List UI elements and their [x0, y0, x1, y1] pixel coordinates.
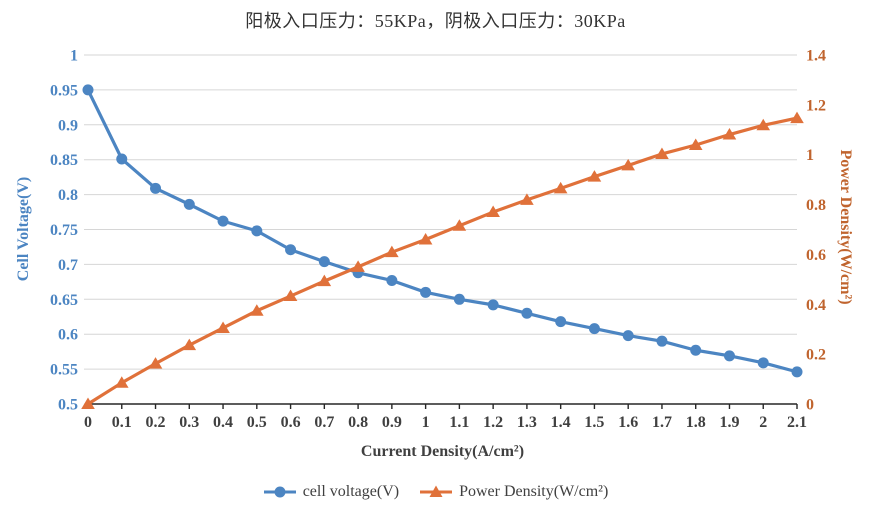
legend-item-cell-voltage: cell voltage(V) — [263, 483, 399, 501]
x-tick-label: 2.1 — [787, 414, 807, 431]
x-tick-label: 0.5 — [247, 414, 267, 431]
right-y-tick-label: 1 — [806, 147, 814, 164]
power-point-marker — [317, 274, 332, 287]
voltage-point-marker — [285, 244, 297, 256]
right-y-tick-label: 1.4 — [806, 48, 826, 65]
left-y-tick-label: 0.65 — [50, 292, 78, 309]
power-point-marker — [81, 397, 95, 409]
legend-label-power-density: Power Density(W/cm²) — [459, 483, 609, 500]
legend: cell voltage(V) Power Density(W/cm²) — [0, 480, 871, 504]
x-tick-label: 0.9 — [382, 414, 402, 431]
right-y-tick-label: 0 — [806, 397, 814, 414]
power-point-marker — [756, 118, 771, 131]
voltage-point-marker — [82, 84, 94, 96]
voltage-point-marker — [622, 330, 634, 342]
voltage-point-marker — [318, 256, 330, 268]
x-tick-label: 0.1 — [112, 414, 132, 431]
x-tick-label: 0.4 — [213, 414, 233, 431]
cell-voltage-marker-icon — [263, 486, 296, 498]
x-tick-label: 0 — [84, 414, 92, 431]
power-point-marker — [621, 158, 635, 171]
x-tick-label: 1.9 — [719, 414, 739, 431]
power-point-marker — [790, 111, 804, 124]
power-point-marker — [250, 304, 264, 316]
x-tick-label: 1.2 — [483, 414, 503, 431]
power-point-marker — [283, 289, 298, 302]
left-y-tick-label: 0.6 — [58, 327, 78, 344]
power-point-marker — [216, 321, 230, 333]
voltage-point-marker — [116, 153, 128, 165]
left-axis-title: Cell Voltage(V) — [15, 176, 32, 282]
voltage-point-marker — [555, 316, 567, 328]
power-point-marker — [722, 128, 737, 140]
voltage-point-marker — [453, 293, 465, 305]
x-tick-label: 1.1 — [449, 414, 469, 431]
voltage-point-marker — [521, 307, 533, 319]
chart-title: 阳极入口压力：55KPa，阴极入口压力：30KPa — [245, 11, 626, 31]
x-tick-label: 0.7 — [314, 414, 334, 431]
power-point-marker — [351, 260, 365, 272]
x-tick-label: 1.7 — [652, 414, 672, 431]
x-tick-label: 0.3 — [179, 414, 199, 431]
x-tick-label: 1 — [422, 414, 430, 431]
bottom-axis-title: Current Density(A/cm²) — [360, 443, 525, 460]
right-y-tick-label: 0.2 — [806, 347, 826, 364]
power-point-marker — [385, 245, 399, 258]
voltage-point-marker — [487, 299, 499, 311]
voltage-point-marker — [183, 198, 195, 210]
x-tick-label: 1.6 — [618, 414, 638, 431]
power-point-marker — [587, 170, 602, 182]
voltage-point-marker — [757, 357, 769, 369]
power-point-marker — [553, 181, 568, 194]
voltage-point-marker — [690, 344, 702, 356]
power-point-marker — [148, 357, 163, 369]
x-tick-label: 0.2 — [146, 414, 166, 431]
power-point-marker — [182, 338, 197, 351]
voltage-point-marker — [656, 335, 668, 347]
legend-item-power-density: Power Density(W/cm²) — [419, 483, 608, 501]
voltage-point-marker — [386, 274, 398, 286]
series-line-power — [87, 116, 798, 406]
voltage-point-marker — [723, 350, 735, 362]
voltage-point-marker — [420, 286, 432, 298]
left-y-tick-label: 0.7 — [58, 257, 78, 274]
right-y-tick-label: 1.2 — [806, 97, 826, 114]
voltage-point-marker — [251, 225, 263, 237]
power-point-marker — [418, 232, 433, 245]
x-tick-label: 1.4 — [551, 414, 571, 431]
right-axis-title: Power Density(W/cm²) — [837, 149, 854, 305]
legend-label-cell-voltage: cell voltage(V) — [302, 483, 400, 500]
power-density-marker-icon — [420, 485, 453, 497]
left-y-tick-label: 0.95 — [50, 82, 78, 99]
x-tick-label: 2 — [759, 414, 767, 431]
left-y-tick-label: 0.55 — [50, 362, 78, 379]
x-tick-label: 0.8 — [348, 414, 368, 431]
series-line-voltage — [86, 89, 798, 374]
right-y-tick-label: 0.8 — [806, 197, 826, 214]
left-y-tick-label: 0.5 — [58, 397, 78, 414]
x-tick-label: 1.3 — [517, 414, 537, 431]
voltage-point-marker — [588, 323, 600, 335]
power-point-marker — [655, 147, 669, 159]
x-tick-label: 1.5 — [584, 414, 604, 431]
voltage-point-marker — [150, 182, 162, 194]
left-y-tick-label: 0.85 — [50, 152, 78, 169]
x-tick-label: 0.6 — [281, 414, 301, 431]
power-point-marker — [520, 193, 534, 205]
x-tick-label: 1.8 — [686, 414, 706, 431]
power-point-marker — [486, 205, 500, 218]
left-y-tick-label: 1 — [70, 48, 78, 65]
right-y-tick-label: 0.4 — [806, 297, 826, 314]
left-y-tick-label: 0.9 — [58, 117, 78, 134]
left-y-tick-label: 0.8 — [58, 187, 78, 204]
power-point-marker — [452, 219, 467, 231]
voltage-point-marker — [217, 215, 229, 227]
power-point-marker — [114, 376, 129, 388]
left-y-tick-label: 0.75 — [50, 222, 78, 239]
voltage-point-marker — [791, 366, 803, 378]
right-y-tick-label: 0.6 — [806, 247, 826, 264]
power-point-marker — [688, 138, 703, 150]
